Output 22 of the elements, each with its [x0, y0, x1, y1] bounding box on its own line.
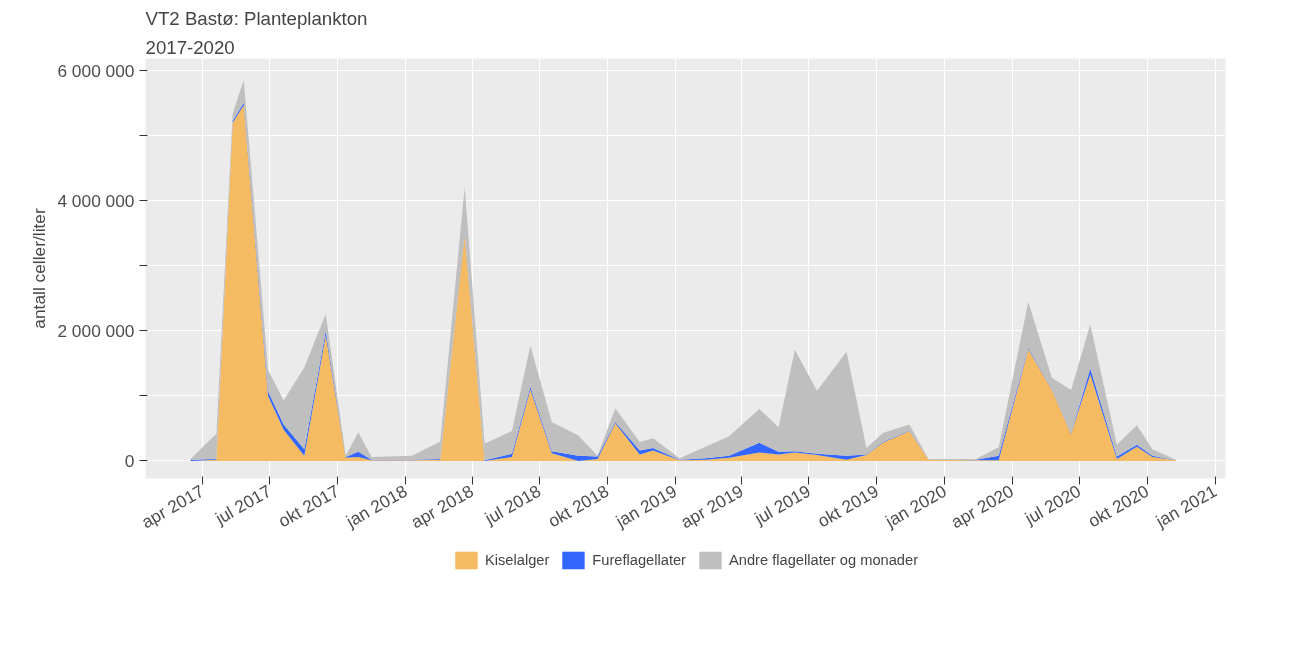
legend-label: Fureflagellater — [592, 552, 687, 568]
x-tick-label: okt 2018 — [544, 480, 613, 532]
legend-label: Kiselalger — [484, 552, 550, 568]
x-tick-label: okt 2017 — [274, 480, 343, 532]
y-tick-label: 6 000 000 — [57, 60, 135, 81]
x-tick-label: okt 2020 — [1084, 480, 1153, 532]
x-tick-label: jul 2020 — [1020, 480, 1085, 529]
x-tick-label: okt 2019 — [814, 480, 882, 532]
legend-label: Andre flagellater og monader — [729, 552, 919, 568]
y-axis-title: antall celler/liter — [29, 208, 50, 329]
y-tick-label: 2 000 000 — [57, 320, 135, 341]
x-tick-label: jul 2017 — [211, 480, 275, 529]
x-tick-label: apr 2017 — [138, 480, 208, 533]
chart-subtitle: 2017-2020 — [145, 36, 235, 58]
x-tick-label: jan 2020 — [881, 480, 950, 532]
x-tick-label: jul 2018 — [480, 480, 545, 529]
y-tick-label: 4 000 000 — [57, 190, 135, 211]
x-tick-label: jan 2021 — [1151, 480, 1221, 532]
x-tick-label: apr 2020 — [947, 480, 1017, 533]
y-tick-label: 0 — [124, 450, 135, 471]
x-tick-label: jul 2019 — [750, 480, 814, 529]
chart-title: VT2 Bastø: Planteplankton — [145, 7, 368, 29]
